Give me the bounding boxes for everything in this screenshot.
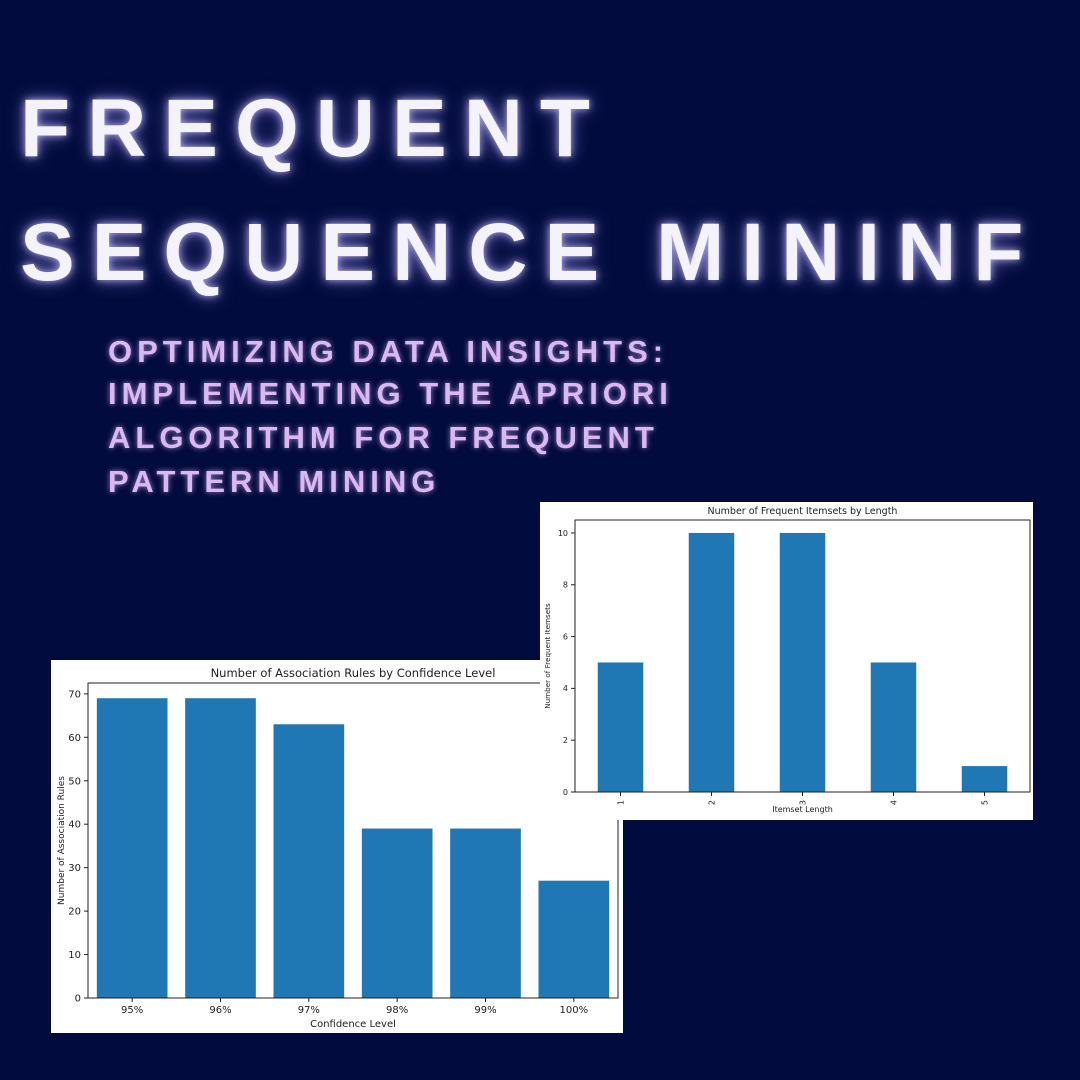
subtitle-line: IMPLEMENTING THE APRIORI <box>108 376 673 411</box>
subtitle-line: OPTIMIZING DATA INSIGHTS: <box>108 334 669 369</box>
plot-frame <box>574 519 1031 793</box>
y-tick-label: 0 <box>75 994 81 1005</box>
x-tick-label: 1 <box>616 800 625 805</box>
chart-title: Number of Association Rules by Confidenc… <box>211 666 496 680</box>
x-axis-label: Confidence Level <box>310 1019 396 1030</box>
x-tick-label: 5 <box>980 800 989 805</box>
y-axis-label: Number of Frequent Itemsets <box>543 603 552 709</box>
x-tick-label: 2 <box>707 800 716 805</box>
bar <box>185 698 256 998</box>
y-tick-label: 40 <box>68 820 81 831</box>
bar <box>361 828 433 998</box>
x-tick-label: 96% <box>209 1005 231 1016</box>
y-tick-label: 4 <box>563 684 568 693</box>
bar-chart: Number of Frequent Itemsets by Length 0 2 4… <box>540 502 1033 820</box>
bar <box>688 532 735 792</box>
chart-title: Number of Frequent Itemsets by Length <box>708 506 898 517</box>
bar <box>870 662 917 792</box>
y-tick-label: 50 <box>68 776 81 787</box>
y-tick-label: 60 <box>68 733 81 744</box>
plot-frame <box>87 682 619 999</box>
x-tick-label: 97% <box>298 1005 320 1016</box>
x-tick-label: 99% <box>474 1005 496 1016</box>
bar <box>538 880 610 998</box>
y-tick-label: 0 <box>563 788 568 797</box>
y-tick-label: 10 <box>558 529 568 538</box>
y-tick-label: 20 <box>68 907 81 918</box>
title-line: SEQUENCE MININF <box>20 207 1041 298</box>
x-tick-label: 3 <box>798 800 807 805</box>
x-tick-label: 98% <box>386 1005 408 1016</box>
y-tick-label: 6 <box>563 632 568 641</box>
x-tick-label: 100% <box>560 1005 589 1016</box>
title-line: FREQUENT <box>20 83 607 174</box>
x-tick-label: 4 <box>889 800 898 805</box>
y-tick-label: 2 <box>563 736 568 745</box>
subtitle-line: PATTERN MINING <box>108 464 441 499</box>
bar-chart: Number of Association Rules by Confidenc… <box>51 660 623 1033</box>
x-axis-label: Itemset Length <box>772 805 833 814</box>
bar <box>96 698 168 998</box>
bar <box>779 532 826 792</box>
y-tick-label: 70 <box>68 689 81 700</box>
y-axis-label: Number of Association Rules <box>57 776 67 905</box>
x-tick-label: 95% <box>121 1005 143 1016</box>
bar <box>450 828 521 998</box>
bar <box>597 662 644 792</box>
y-tick-label: 30 <box>68 863 81 874</box>
y-tick-label: 8 <box>563 581 568 590</box>
subtitle-line: ALGORITHM FOR FREQUENT <box>108 420 659 455</box>
bar <box>961 766 1008 792</box>
bar <box>273 724 345 998</box>
y-tick-label: 10 <box>68 950 81 961</box>
